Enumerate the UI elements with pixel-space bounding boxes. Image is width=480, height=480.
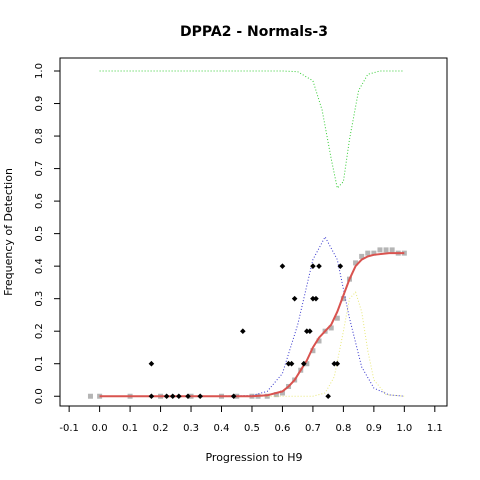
- y-tick-label: 0.3: [34, 291, 45, 307]
- data-point: [337, 263, 344, 269]
- fitted-line: [99, 252, 405, 398]
- data-point: [169, 393, 176, 400]
- gray-band-point: [359, 253, 365, 259]
- yellow-dotted-curve: [99, 291, 405, 397]
- y-axis-label: Frequency of Detection: [2, 168, 15, 296]
- data-point: [291, 295, 298, 302]
- gray-band-point: [389, 247, 395, 253]
- data-point: [163, 393, 170, 400]
- x-tick-label: 0.9: [366, 423, 382, 434]
- data-point: [307, 328, 313, 334]
- chart-title: DPPA2 - Normals-3: [180, 24, 328, 40]
- x-tick-label: 0.6: [274, 423, 290, 434]
- data-point: [240, 328, 246, 334]
- gray-band-point: [365, 250, 371, 256]
- data-point: [285, 360, 292, 367]
- data-point: [197, 393, 203, 400]
- y-tick-label: 1.0: [34, 63, 45, 79]
- x-tick-label: 0.7: [305, 423, 321, 434]
- gray-band-point: [377, 247, 383, 253]
- data-point: [310, 263, 316, 269]
- data-point: [316, 263, 322, 269]
- gray-band-point: [383, 247, 389, 253]
- curves-layer: [87, 70, 407, 399]
- y-tick-label: 0.5: [34, 226, 45, 242]
- gray-band-point: [304, 361, 310, 367]
- x-tick-label: 0.1: [122, 423, 138, 434]
- x-tick-label: -0.1: [59, 423, 79, 434]
- y-tick-label: 0.2: [34, 323, 45, 339]
- gray-band-point: [334, 315, 340, 321]
- x-tick-label: 0.3: [183, 423, 199, 434]
- y-tick-label: 0.7: [34, 161, 45, 177]
- data-point: [230, 393, 237, 400]
- y-tick-label: 0.0: [34, 388, 45, 404]
- points-layer: [148, 263, 344, 400]
- x-tick-label: 0.5: [244, 423, 260, 434]
- y-tick-label: 0.4: [34, 258, 45, 274]
- gray-band-point: [371, 250, 377, 256]
- data-point: [300, 360, 307, 367]
- data-point: [288, 360, 295, 367]
- data-point: [148, 360, 155, 367]
- x-tick-label: 1.0: [396, 423, 412, 434]
- x-tick-label: 1.1: [427, 423, 443, 434]
- gray-band-point: [340, 296, 346, 302]
- x-tick-label: 0.8: [335, 423, 351, 434]
- data-point: [310, 295, 316, 302]
- gray-band-point: [310, 348, 316, 354]
- y-tick-label: 0.9: [34, 96, 45, 112]
- data-point: [325, 393, 331, 400]
- y-tick-label: 0.6: [34, 193, 45, 209]
- data-point: [331, 360, 338, 367]
- gray-band-point: [87, 393, 93, 399]
- gray-band-point: [401, 250, 407, 256]
- x-axis-label: Progression to H9: [205, 451, 302, 464]
- gray-band-point: [353, 260, 359, 266]
- x-tick-label: 0.4: [214, 423, 230, 434]
- data-point: [304, 328, 310, 334]
- data-point: [334, 360, 341, 367]
- gray-band-point: [273, 392, 279, 398]
- x-tick-label: 0.2: [153, 423, 169, 434]
- data-point: [185, 393, 191, 400]
- data-point: [313, 295, 319, 302]
- y-tick-label: 0.8: [34, 128, 45, 144]
- data-point: [148, 393, 155, 400]
- y-axis: 0.0 0.1 0.2 0.3 0.4 0.5 0.6 0.7 0.8 0.9 1.0: [34, 63, 60, 404]
- y-tick-label: 0.1: [34, 356, 45, 372]
- green-dotted-curve: [99, 70, 405, 190]
- x-axis: -0.1 0.0 0.1 0.2 0.3 0.4 0.5 0.6 0.7 0.8 0.9 1.0 1.1: [59, 406, 443, 434]
- data-point: [279, 263, 286, 269]
- data-point: [176, 393, 182, 400]
- gray-band-point: [328, 325, 334, 331]
- x-tick-label: 0.0: [92, 423, 108, 434]
- gray-band-point: [279, 390, 285, 396]
- gray-band-point: [316, 338, 322, 344]
- plot-frame: [59, 57, 448, 407]
- blue-dotted-curve: [99, 235, 405, 397]
